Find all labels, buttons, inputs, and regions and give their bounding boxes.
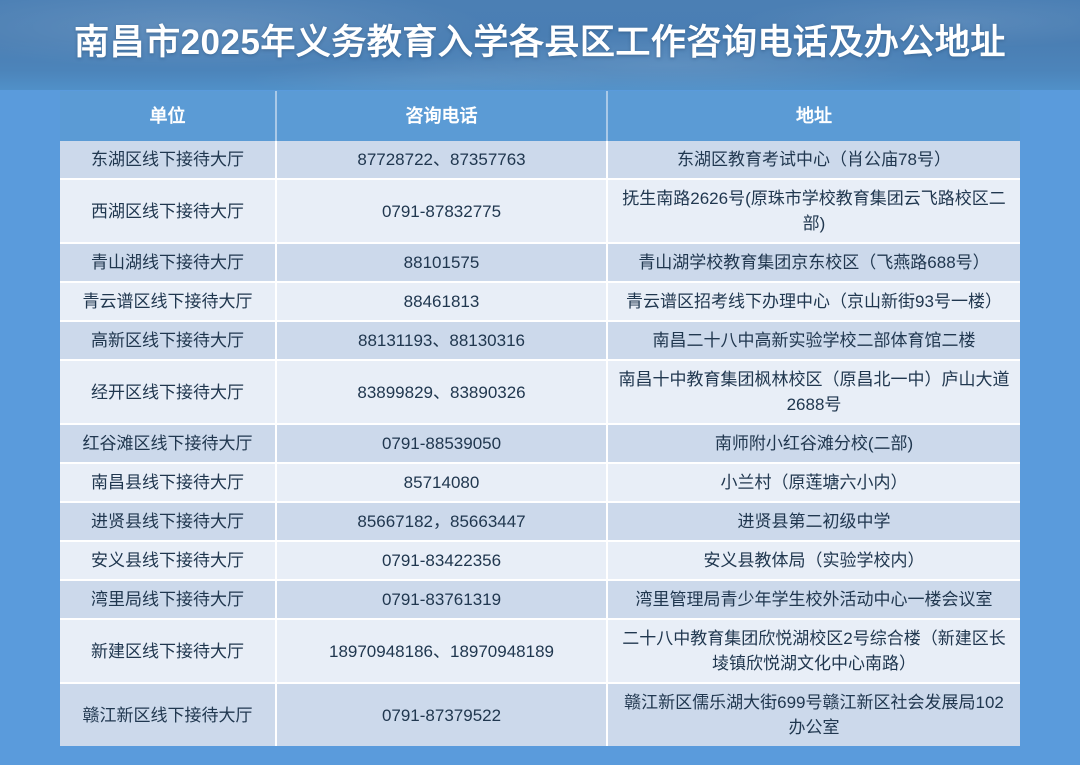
cell-address: 抚生南路2626号(原珠市学校教育集团云飞路校区二部) — [607, 179, 1020, 244]
cell-unit: 青云谱区线下接待大厅 — [60, 282, 277, 322]
cell-phone: 0791-83761319 — [276, 580, 608, 620]
table-row: 青云谱区线下接待大厅 88461813 青云谱区招考线下办理中心（京山新街93号一楼… — [60, 282, 1020, 322]
column-header-unit: 单位 — [60, 91, 277, 141]
cell-unit: 安义县线下接待大厅 — [60, 541, 277, 581]
cell-address: 南昌十中教育集团枫林校区（原昌北一中）庐山大道2688号 — [607, 360, 1020, 425]
cell-phone: 18970948186、18970948189 — [276, 619, 608, 684]
table-header-row: 单位 咨询电话 地址 — [60, 91, 1020, 141]
cell-unit: 南昌县线下接待大厅 — [60, 463, 277, 503]
table-row: 东湖区线下接待大厅 87728722、87357763 东湖区教育考试中心（肖公庙7… — [60, 141, 1020, 180]
cell-phone: 88131193、88130316 — [276, 321, 608, 361]
cell-unit: 东湖区线下接待大厅 — [60, 141, 277, 180]
table-row: 赣江新区线下接待大厅 0791-87379522 赣江新区儒乐湖大街699号赣江新区… — [60, 683, 1020, 746]
cell-unit: 高新区线下接待大厅 — [60, 321, 277, 361]
table-body: 东湖区线下接待大厅 87728722、87357763 东湖区教育考试中心（肖公庙7… — [60, 141, 1020, 746]
sky-background-band — [0, 0, 1080, 90]
cell-phone: 88461813 — [276, 282, 608, 322]
cell-unit: 新建区线下接待大厅 — [60, 619, 277, 684]
table-row: 南昌县线下接待大厅 85714080 小兰村（原莲塘六小内） — [60, 463, 1020, 503]
cell-phone: 85714080 — [276, 463, 608, 503]
cell-unit: 进贤县线下接待大厅 — [60, 502, 277, 542]
table-row: 安义县线下接待大厅 0791-83422356 安义县教体局（实验学校内） — [60, 541, 1020, 581]
cell-unit: 赣江新区线下接待大厅 — [60, 683, 277, 746]
cell-phone: 83899829、83890326 — [276, 360, 608, 425]
cell-unit: 湾里局线下接待大厅 — [60, 580, 277, 620]
table-row: 高新区线下接待大厅 88131193、88130316 南昌二十八中高新实验学校二部… — [60, 321, 1020, 361]
table-row: 新建区线下接待大厅 18970948186、18970948189 二十八中教育集团… — [60, 619, 1020, 684]
cell-address: 青云谱区招考线下办理中心（京山新街93号一楼） — [607, 282, 1020, 322]
table-row: 西湖区线下接待大厅 0791-87832775 抚生南路2626号(原珠市学校教育集… — [60, 179, 1020, 244]
contact-table: 单位 咨询电话 地址 东湖区线下接待大厅 87728722、87357763 东湖区… — [60, 91, 1020, 746]
cell-phone: 87728722、87357763 — [276, 141, 608, 180]
table-row: 经开区线下接待大厅 83899829、83890326 南昌十中教育集团枫林校区（原… — [60, 360, 1020, 425]
cell-unit: 红谷滩区线下接待大厅 — [60, 424, 277, 464]
cell-phone: 88101575 — [276, 243, 608, 283]
cell-address: 南师附小红谷滩分校(二部) — [607, 424, 1020, 464]
page-title: 南昌市2025年义务教育入学各县区工作咨询电话及办公地址 — [74, 23, 1006, 62]
table-row: 青山湖线下接待大厅 88101575 青山湖学校教育集团京东校区（飞燕路688号） — [60, 243, 1020, 283]
cell-phone: 85667182，85663447 — [276, 502, 608, 542]
cell-address: 南昌二十八中高新实验学校二部体育馆二楼 — [607, 321, 1020, 361]
table-header: 单位 咨询电话 地址 — [60, 91, 1020, 141]
cell-unit: 西湖区线下接待大厅 — [60, 179, 277, 244]
cell-address: 进贤县第二初级中学 — [607, 502, 1020, 542]
table-row: 湾里局线下接待大厅 0791-83761319 湾里管理局青少年学生校外活动中心一楼… — [60, 580, 1020, 620]
cell-unit: 经开区线下接待大厅 — [60, 360, 277, 425]
cell-phone: 0791-88539050 — [276, 424, 608, 464]
cell-phone: 0791-87832775 — [276, 179, 608, 244]
cell-address: 东湖区教育考试中心（肖公庙78号） — [607, 141, 1020, 180]
table-row: 红谷滩区线下接待大厅 0791-88539050 南师附小红谷滩分校(二部) — [60, 424, 1020, 464]
cell-address: 安义县教体局（实验学校内） — [607, 541, 1020, 581]
cell-address: 小兰村（原莲塘六小内） — [607, 463, 1020, 503]
cell-phone: 0791-83422356 — [276, 541, 608, 581]
cell-address: 二十八中教育集团欣悦湖校区2号综合楼（新建区长堎镇欣悦湖文化中心南路） — [607, 619, 1020, 684]
cell-address: 赣江新区儒乐湖大街699号赣江新区社会发展局102办公室 — [607, 683, 1020, 746]
cell-unit: 青山湖线下接待大厅 — [60, 243, 277, 283]
table-row: 进贤县线下接待大厅 85667182，85663447 进贤县第二初级中学 — [60, 502, 1020, 542]
cell-phone: 0791-87379522 — [276, 683, 608, 746]
cell-address: 青山湖学校教育集团京东校区（飞燕路688号） — [607, 243, 1020, 283]
cell-address: 湾里管理局青少年学生校外活动中心一楼会议室 — [607, 580, 1020, 620]
column-header-address: 地址 — [607, 91, 1020, 141]
column-header-phone: 咨询电话 — [276, 91, 608, 141]
